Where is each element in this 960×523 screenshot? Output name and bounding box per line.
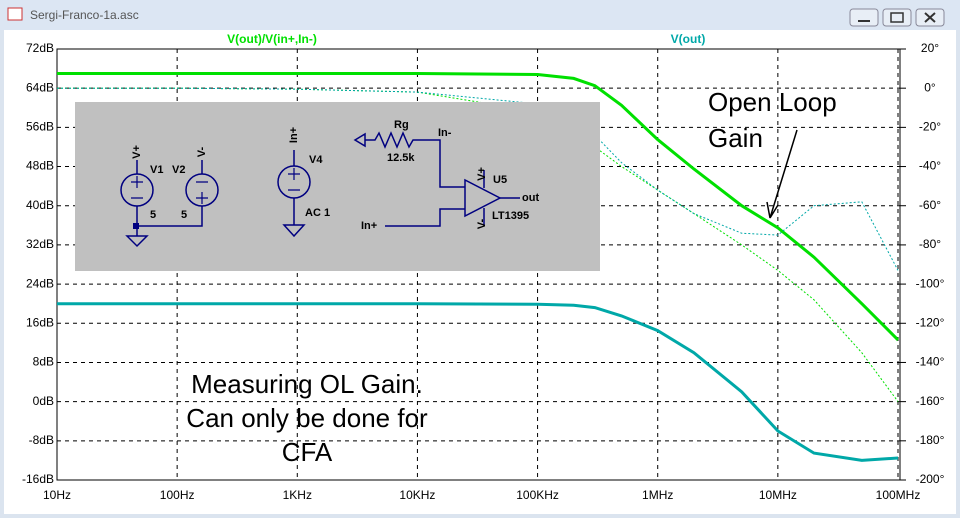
label: 5 bbox=[181, 209, 187, 221]
y2-tick-label: -160° bbox=[916, 394, 945, 408]
node bbox=[133, 223, 139, 229]
y-tick-label: -8dB bbox=[29, 433, 54, 447]
annotation: Open Loop bbox=[708, 87, 837, 117]
polarity-marks bbox=[131, 168, 300, 204]
y-tick-label: 40dB bbox=[26, 198, 54, 212]
minimize-button[interactable] bbox=[849, 8, 879, 27]
y2-tick-label: -60° bbox=[919, 198, 941, 212]
y2-tick-label: -40° bbox=[919, 159, 941, 173]
x-tick-label: 10MHz bbox=[759, 488, 797, 502]
label: In+ bbox=[288, 127, 300, 143]
y-tick-label: 0dB bbox=[33, 394, 54, 408]
opamp bbox=[464, 170, 502, 226]
label: V- bbox=[196, 146, 208, 157]
y-tick-label: 72dB bbox=[26, 41, 54, 55]
magnitude-line bbox=[57, 302, 899, 462]
y-tick-label: 24dB bbox=[26, 276, 54, 290]
app-icon bbox=[7, 7, 23, 21]
label: AC 1 bbox=[305, 207, 330, 219]
x-tick-label: 100Hz bbox=[160, 488, 195, 502]
annotation: CFA bbox=[282, 437, 333, 467]
label: U5 bbox=[493, 174, 507, 186]
y2-tick-label: 20° bbox=[921, 41, 939, 55]
schematic-panel bbox=[75, 102, 600, 271]
label: V+ bbox=[131, 145, 143, 159]
window-title: Sergi-Franco-1a.asc bbox=[30, 8, 139, 22]
y-tick-label: 8dB bbox=[33, 355, 54, 369]
label: 5 bbox=[150, 209, 156, 221]
annotation: Gain bbox=[708, 123, 763, 153]
y2-tick-label: 0° bbox=[924, 80, 936, 94]
label: LT1395 bbox=[492, 210, 529, 222]
y-tick-label: 64dB bbox=[26, 80, 54, 94]
label: out bbox=[522, 192, 539, 204]
x-tick-label: 10Hz bbox=[43, 488, 71, 502]
y-tick-label: 56dB bbox=[26, 120, 54, 134]
schematic: V+ V1 V2 V- 5 5 In+ V4 AC 1 Rg 12.5k In-… bbox=[75, 102, 600, 271]
title-bar bbox=[0, 0, 960, 30]
label: V- bbox=[476, 218, 488, 229]
y2-tick-label: -180° bbox=[916, 433, 945, 447]
label: Rg bbox=[394, 119, 409, 131]
y2-tick-label: -20° bbox=[919, 120, 941, 134]
x-tick-label: 10KHz bbox=[399, 488, 435, 502]
phase-line bbox=[57, 87, 899, 271]
annotation: Measuring OL Gain. bbox=[191, 369, 423, 399]
wires bbox=[353, 131, 520, 227]
legend-label: V(out) bbox=[671, 32, 706, 46]
label: V+ bbox=[476, 167, 488, 181]
y2-tick-label: -140° bbox=[916, 355, 945, 369]
label: V4 bbox=[309, 154, 323, 166]
label: 12.5k bbox=[387, 152, 415, 164]
wires bbox=[125, 150, 306, 248]
y-tick-label: 48dB bbox=[26, 159, 54, 173]
maximize-button[interactable] bbox=[882, 8, 912, 27]
x-tick-label: 1MHz bbox=[642, 488, 673, 502]
y2-tick-label: -100° bbox=[916, 276, 945, 290]
y2-tick-label: -120° bbox=[916, 315, 945, 329]
label: In+ bbox=[361, 220, 377, 232]
y-tick-label: 16dB bbox=[26, 315, 54, 329]
close-icon bbox=[924, 12, 936, 23]
label: In- bbox=[438, 127, 452, 139]
x-tick-label: 1KHz bbox=[283, 488, 312, 502]
maximize-icon bbox=[890, 12, 904, 23]
label: V2 bbox=[172, 164, 185, 176]
y-tick-label: 32dB bbox=[26, 237, 54, 251]
annotation-arrow bbox=[766, 129, 798, 219]
magnitude-line bbox=[57, 72, 900, 341]
y2-tick-label: -200° bbox=[916, 472, 945, 486]
legend-label: V(out)/V(in+,In-) bbox=[227, 32, 317, 46]
annotation: Can only be done for bbox=[186, 403, 428, 433]
y2-tick-label: -80° bbox=[919, 237, 941, 251]
x-tick-label: 100MHz bbox=[876, 488, 921, 502]
y-tick-label: -16dB bbox=[22, 472, 54, 486]
x-tick-label: 100KHz bbox=[516, 488, 559, 502]
label: V1 bbox=[150, 164, 163, 176]
